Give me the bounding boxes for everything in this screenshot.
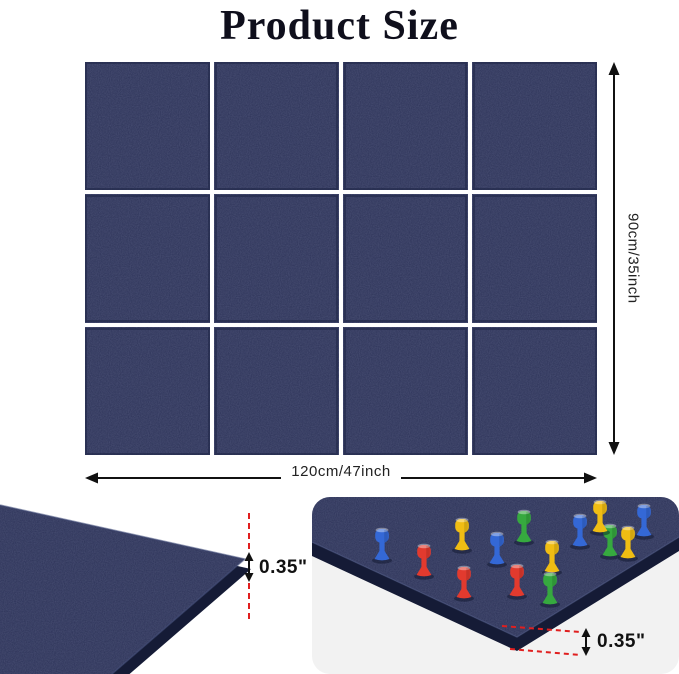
pinboard-corner-drawing bbox=[312, 497, 679, 656]
thickness-label-left: 0.35" bbox=[259, 557, 308, 578]
thickness-callout-right bbox=[501, 625, 591, 656]
height-dimension-arrow bbox=[608, 62, 620, 455]
felt-side-edge bbox=[312, 537, 679, 651]
felt-tile-board bbox=[85, 62, 597, 455]
tile-grid-gaps bbox=[85, 62, 597, 455]
tile-corner-drawing bbox=[0, 504, 254, 674]
pinboard-corner-photo bbox=[312, 497, 679, 674]
width-dimension-label: 120cm/47inch bbox=[281, 461, 401, 482]
page-title: Product Size bbox=[220, 3, 459, 49]
thickness-label-right: 0.35" bbox=[597, 631, 646, 652]
tile-edges bbox=[85, 62, 597, 455]
tile-corner-photo bbox=[0, 497, 308, 674]
height-dimension-label: 90cm/35inch bbox=[624, 207, 642, 310]
thickness-callout-left bbox=[244, 513, 254, 621]
